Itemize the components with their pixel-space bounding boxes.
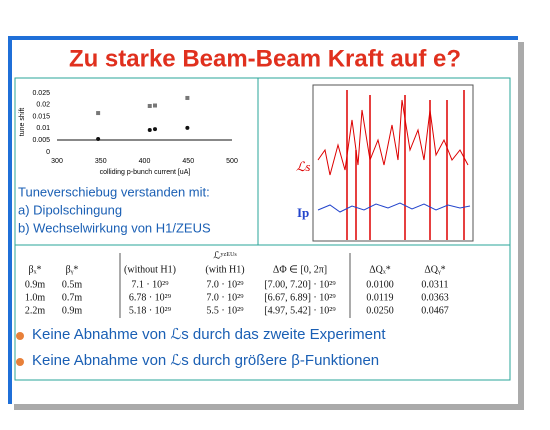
table-cell: 0.0467 xyxy=(421,305,449,316)
note: Tuneverschiebug verstanden mit: xyxy=(18,184,210,199)
y-tick-label: 0.01 xyxy=(36,125,50,132)
lumi-trace xyxy=(317,99,469,176)
point xyxy=(185,95,190,100)
x-tick-label: 500 xyxy=(226,158,238,165)
table-group-header: ℒʸᶻᴱᵁˢ xyxy=(213,250,236,261)
y-axis-label: tune shift xyxy=(19,108,26,136)
table-cell: [4.97, 5.42] · 10²⁹ xyxy=(264,305,336,316)
table-cell: 0.0119 xyxy=(366,292,393,303)
bullet-dot xyxy=(16,358,24,366)
table-cell: 0.0250 xyxy=(366,305,394,316)
bullet: Keine Abnahme von ℒs durch größere β-Fun… xyxy=(32,352,379,369)
x-tick-label: 400 xyxy=(139,158,151,165)
point xyxy=(96,111,101,116)
x-tick-label: 350 xyxy=(95,158,107,165)
current-label: Ip xyxy=(297,205,309,220)
table-header: βₓ* xyxy=(29,264,42,275)
table-cell: 0.9m xyxy=(62,305,83,316)
point xyxy=(185,125,190,130)
table-header: ΔΦ ∈ [0, 2π] xyxy=(273,264,327,275)
table-cell: 1.0m xyxy=(25,292,46,303)
bullet: Keine Abnahme von ℒs durch das zweite Ex… xyxy=(32,326,386,343)
table-cell: 7.1 · 10²⁹ xyxy=(131,279,169,290)
table-cell: 0.0311 xyxy=(421,279,448,290)
table-cell: [7.00, 7.20] · 10²⁹ xyxy=(264,279,336,290)
slide-title: Zu starke Beam-Beam Kraft auf e? xyxy=(69,45,461,72)
lumi-label: ℒs xyxy=(296,159,310,174)
table-header: ΔQₓ* xyxy=(369,264,391,275)
table-cell: 2.2m xyxy=(25,305,46,316)
point xyxy=(153,103,157,108)
bullet-dot xyxy=(16,332,24,340)
point xyxy=(147,103,152,108)
table-cell: [6.67, 6.89] · 10²⁹ xyxy=(264,292,336,303)
content-frame xyxy=(14,77,511,381)
x-axis-label: colliding p-bunch current [uA] xyxy=(100,169,191,176)
table-cell: 0.7m xyxy=(62,292,83,303)
table-cell: 7.0 · 10²⁹ xyxy=(206,279,244,290)
y-tick-label: 0 xyxy=(46,149,50,156)
point xyxy=(147,128,152,133)
y-tick-label: 0.02 xyxy=(36,102,50,109)
table-cell: 7.0 · 10²⁹ xyxy=(206,292,244,303)
table-cell: 0.0100 xyxy=(366,279,394,290)
table-cell: 0.0363 xyxy=(421,292,449,303)
table-header: (with H1) xyxy=(205,264,244,275)
y-tick-label: 0.025 xyxy=(32,90,50,97)
x-tick-label: 450 xyxy=(182,158,194,165)
table-cell: 6.78 · 10²⁹ xyxy=(129,292,172,303)
note: b) Wechselwirkung von H1/ZEUS xyxy=(18,220,211,235)
point xyxy=(153,127,157,132)
table-header: βᵧ* xyxy=(66,264,79,275)
y-tick-label: 0.005 xyxy=(32,137,50,144)
note: a) Dipolschingung xyxy=(18,202,122,217)
y-tick-label: 0.015 xyxy=(32,113,50,120)
lumi-plot: ℒs Ip xyxy=(296,84,474,242)
table-header: ΔQᵧ* xyxy=(424,264,445,275)
table-cell: 5.5 · 10²⁹ xyxy=(206,305,244,316)
point xyxy=(96,137,101,142)
table-cell: 0.5m xyxy=(62,279,83,290)
current-trace xyxy=(317,202,471,213)
lumi-spikes xyxy=(346,90,465,240)
table-cell: 5.18 · 10²⁹ xyxy=(129,305,172,316)
table-header: (without H1) xyxy=(124,264,176,275)
lumi-frame xyxy=(312,84,474,242)
table-cell: 0.9m xyxy=(25,279,46,290)
x-tick-label: 300 xyxy=(51,158,63,165)
